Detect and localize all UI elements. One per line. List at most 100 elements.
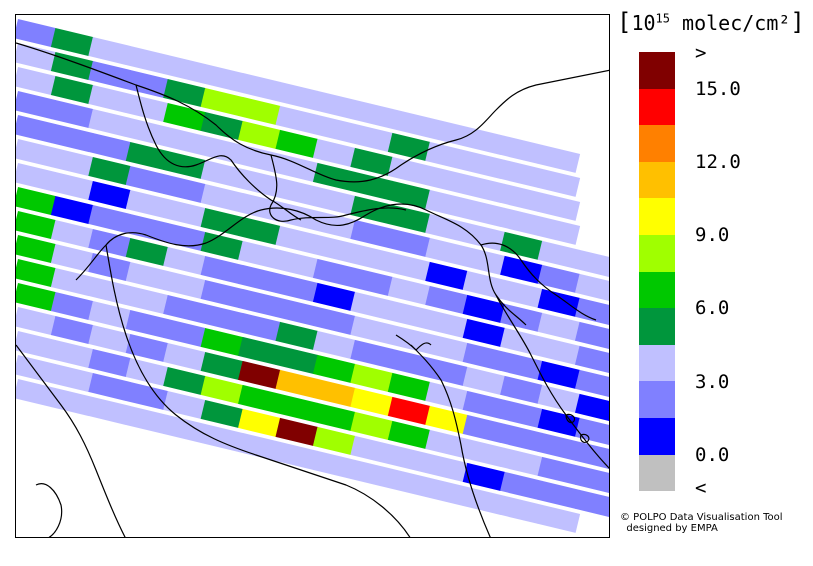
swath-pixel <box>574 417 609 446</box>
swath-pixel <box>500 327 543 356</box>
swath-pixel <box>238 240 281 270</box>
swath-pixel <box>163 390 206 420</box>
swath-row <box>16 115 609 278</box>
swath-pixel <box>425 477 468 506</box>
swath-pixel <box>425 285 468 314</box>
swath-pixel <box>125 381 169 411</box>
swath-pixel <box>425 429 468 458</box>
swath-pixel <box>125 285 169 315</box>
swath-pixel <box>462 150 506 179</box>
swath-pixel <box>275 153 319 183</box>
swath-pixel <box>537 144 581 173</box>
swath-row <box>16 43 581 197</box>
swath-pixel <box>50 243 94 273</box>
swath-pixel <box>350 387 393 416</box>
swath-pixel <box>387 156 431 185</box>
swath-pixel <box>387 204 431 233</box>
swath-pixel <box>350 435 393 464</box>
swath-pixel <box>238 408 281 438</box>
swath-pixel <box>88 228 131 258</box>
swath-row <box>16 211 609 374</box>
swath-pixel <box>425 117 468 146</box>
swath-pixel <box>238 360 281 390</box>
swath-pixel <box>312 282 356 311</box>
swath-pixel <box>16 331 57 360</box>
croatia-coast <box>495 294 609 469</box>
france-border <box>16 344 126 537</box>
swath-pixel <box>163 246 206 276</box>
swath-pixel <box>425 237 468 266</box>
swath-pixel <box>238 384 281 414</box>
swath-pixel <box>275 225 319 255</box>
swath-pixel <box>500 183 543 212</box>
swath-pixel <box>537 384 581 413</box>
swath-pixel <box>200 135 244 165</box>
satellite-swath-layer <box>16 19 609 533</box>
swath-pixel <box>425 357 468 386</box>
swath-pixel <box>125 309 169 339</box>
swath-pixel <box>88 156 131 186</box>
swath-pixel <box>312 450 356 479</box>
swath-pixel <box>275 297 319 327</box>
colorbar-label-9: 9.0 <box>695 224 730 246</box>
swath-row <box>16 91 581 245</box>
swath-pixel <box>500 423 543 452</box>
swath-pixel <box>200 111 244 141</box>
swath-pixel <box>88 348 131 378</box>
legend-title: [1015 molec/cm²] <box>617 8 805 36</box>
swath-pixel <box>163 294 206 324</box>
swath-pixel <box>163 414 206 444</box>
swath-row <box>16 163 609 326</box>
swath-pixel <box>312 426 356 455</box>
swath-row <box>16 307 609 470</box>
swath-pixel <box>200 399 244 429</box>
swath-pixel <box>462 270 506 299</box>
swath-row <box>16 331 609 494</box>
swath-pixel <box>537 168 581 197</box>
swath-pixel <box>275 249 319 279</box>
swath-pixel <box>16 379 57 408</box>
swath-pixel <box>16 259 57 288</box>
swath-pixel <box>500 351 543 380</box>
swath-pixel <box>425 165 468 194</box>
swath-pixel <box>238 432 281 462</box>
swath-pixel <box>50 147 94 177</box>
swath-pixel <box>16 43 57 72</box>
swath-pixel <box>88 84 131 114</box>
colorbar-label-over: > <box>695 42 707 64</box>
swath-pixel <box>537 480 581 509</box>
swath-pixel <box>387 372 431 401</box>
swath-pixel <box>350 411 393 440</box>
swath-pixel <box>275 201 319 231</box>
swath-pixel <box>574 369 609 398</box>
swath-pixel <box>125 213 169 243</box>
swath-pixel <box>163 222 206 252</box>
colorbar-cell <box>639 161 675 199</box>
swath-pixel <box>50 27 94 57</box>
swath-pixel <box>16 67 57 96</box>
swath-pixel <box>88 204 131 234</box>
swath-pixel <box>350 147 393 176</box>
colorbar-cell <box>639 52 675 89</box>
swath-pixel <box>163 78 206 108</box>
swath-pixel <box>163 366 206 396</box>
colorbar-label-12: 12.0 <box>695 151 741 173</box>
slovenia-border <box>480 242 597 321</box>
swath-pixel <box>350 243 393 272</box>
po-delta <box>395 334 432 351</box>
swath-pixel <box>350 123 393 152</box>
swath-pixel <box>312 114 356 143</box>
swath-row <box>16 235 609 398</box>
swath-pixel <box>312 186 356 215</box>
swath-pixel <box>275 105 319 135</box>
swath-row <box>16 67 581 221</box>
swath-row <box>16 259 609 422</box>
swath-pixel <box>125 237 169 267</box>
swath-pixel <box>200 375 244 405</box>
swath-pixel <box>500 135 543 164</box>
swath-pixel <box>275 273 319 303</box>
swath-pixel <box>238 168 281 198</box>
colorbar-label-3: 3.0 <box>695 371 730 393</box>
swath-pixel <box>537 216 581 245</box>
colorbar-cell <box>639 344 675 382</box>
